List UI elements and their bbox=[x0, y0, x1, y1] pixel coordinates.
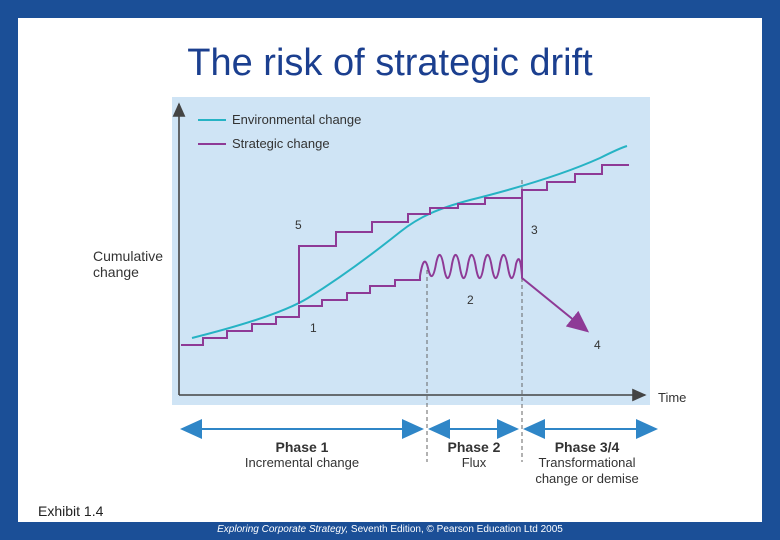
strategic-transformational-steps bbox=[298, 164, 629, 304]
phase-2-desc: Flux bbox=[461, 455, 487, 470]
footer-edition: Seventh Edition, © Pearson Education Ltd… bbox=[348, 524, 563, 535]
legend-label-environmental: Environmental change bbox=[232, 112, 361, 127]
diagram-panel bbox=[172, 97, 650, 405]
phase-34-desc-line1: Transformational bbox=[538, 455, 636, 470]
slide-title: The risk of strategic drift bbox=[187, 42, 593, 84]
phase-2-caption: Phase 2 Flux bbox=[434, 439, 514, 471]
x-axis-label: Time bbox=[658, 390, 687, 405]
phase-34-name: Phase 3/4 bbox=[554, 439, 620, 455]
strategic-demise-line bbox=[521, 198, 590, 333]
y-axis-label-line2: change bbox=[93, 264, 139, 280]
marker-5: 5 bbox=[295, 218, 302, 232]
phase-1-desc: Incremental change bbox=[244, 455, 360, 470]
footer-credit: Exploring Corporate Strategy, Seventh Ed… bbox=[0, 524, 780, 535]
marker-3: 3 bbox=[531, 223, 538, 237]
strategic-flux-wave bbox=[419, 254, 523, 279]
exhibit-label: Exhibit 1.4 bbox=[38, 503, 104, 519]
phase-1-caption: Phase 1 Incremental change bbox=[222, 439, 382, 471]
phase-34-desc-line2: change or demise bbox=[535, 471, 639, 486]
strategic-change-steps bbox=[181, 276, 421, 346]
phase-34-caption: Phase 3/4 Transformational change or dem… bbox=[521, 439, 653, 487]
environmental-change-line bbox=[191, 145, 628, 339]
legend-label-strategic: Strategic change bbox=[232, 136, 330, 151]
marker-2: 2 bbox=[467, 293, 474, 307]
footer-book-title: Exploring Corporate Strategy, bbox=[217, 524, 349, 535]
y-axis-label-line1: Cumulative bbox=[93, 248, 164, 264]
phase-2-name: Phase 2 bbox=[447, 439, 501, 455]
y-axis-label: Cumulative change bbox=[93, 248, 163, 280]
marker-1: 1 bbox=[310, 321, 317, 335]
phase-1-name: Phase 1 bbox=[275, 439, 329, 455]
marker-4: 4 bbox=[594, 338, 601, 352]
